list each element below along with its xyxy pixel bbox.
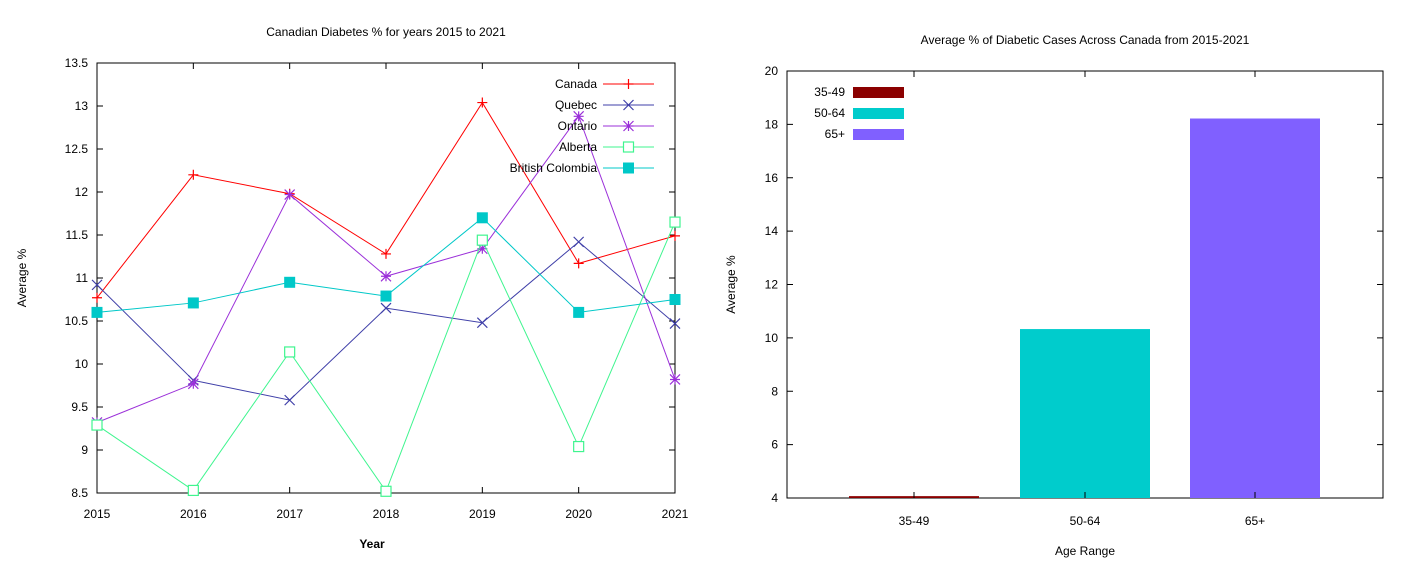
y-tick-label: 18 [765,117,779,131]
y-tick-label: 6 [771,438,778,452]
legend-marker [623,120,634,132]
data-point [284,394,296,406]
x-tick-label: 2021 [662,507,689,521]
y-tick-label: 11 [76,271,89,285]
legend-label: Canada [555,77,597,91]
data-point [669,318,681,330]
data-point [669,374,681,385]
x-tick-label: 35-49 [899,514,930,528]
y-tick-label: 10 [75,357,89,371]
data-point [188,169,199,180]
x-tick-label: 2019 [469,507,496,521]
data-point [670,230,680,241]
legend-swatch [853,108,904,119]
data-point [573,258,584,269]
x-axis-label: Year [359,537,385,551]
legend-label: 50-64 [814,106,845,120]
chart-title: Average % of Diabetic Cases Across Canad… [921,33,1250,47]
legend-label: 65+ [825,127,845,141]
data-point [91,306,103,318]
legend-label: 35-49 [814,85,845,99]
legend-label: Alberta [559,140,597,154]
data-point [476,317,488,329]
y-tick-label: 16 [765,171,779,185]
bar-50-64 [1020,329,1150,498]
data-point [573,110,585,122]
data-point [477,97,488,108]
x-axis-label: Age Range [1055,544,1115,558]
data-point [380,270,392,282]
y-axis-label: Average % [724,255,738,314]
data-point [669,216,681,228]
x-tick-label: 2016 [180,507,207,521]
legend-marker [623,162,634,174]
y-tick-label: 12.5 [65,142,89,156]
legend-label: Quebec [555,98,597,112]
y-tick-label: 11.5 [66,228,89,242]
y-tick-label: 8.5 [71,486,88,500]
line-chart: Canadian Diabetes % for years 2015 to 20… [15,25,689,551]
y-tick-label: 13 [75,99,89,113]
data-point [187,378,199,390]
data-point [284,189,296,201]
data-point [92,292,102,303]
x-tick-label: 2017 [276,507,303,521]
data-point [380,485,392,497]
y-tick-label: 14 [765,224,779,238]
legend-label: Ontario [558,119,598,133]
data-point [91,419,103,431]
y-tick-label: 10 [765,331,779,345]
data-point [381,248,391,259]
data-point [476,212,488,224]
x-tick-label: 2015 [84,507,111,521]
data-point [476,243,488,255]
legend-swatch [853,129,904,140]
y-tick-label: 4 [771,491,778,505]
y-tick-label: 8 [771,384,778,398]
legend-swatch [853,87,904,98]
x-tick-label: 50-64 [1070,514,1101,528]
legend-label: British Colombia [510,161,598,175]
data-point [380,290,392,302]
data-point [669,294,681,305]
x-tick-label: 2020 [565,507,592,521]
y-axis-label: Average % [15,248,29,307]
y-tick-label: 12 [765,278,779,292]
chart-title: Canadian Diabetes % for years 2015 to 20… [266,25,506,39]
data-point [573,440,585,453]
legend-marker [623,99,634,111]
y-tick-label: 13.5 [65,56,89,70]
y-tick-label: 9.5 [71,400,88,414]
y-tick-label: 12 [75,185,89,199]
legend-marker [623,79,634,89]
data-point [284,346,296,358]
data-point [573,236,585,248]
y-tick-label: 10.5 [65,314,89,328]
x-tick-label: 2018 [373,507,400,521]
data-point [187,484,199,497]
bar-65+ [1190,118,1320,498]
data-point [476,234,488,246]
data-point [187,297,199,309]
y-tick-label: 20 [765,64,779,78]
data-point [380,302,392,314]
x-tick-label: 65+ [1245,514,1265,528]
legend-marker [622,141,635,153]
data-point [573,306,585,318]
data-point [284,276,296,288]
y-tick-label: 9 [81,443,88,457]
data-point [91,279,103,291]
